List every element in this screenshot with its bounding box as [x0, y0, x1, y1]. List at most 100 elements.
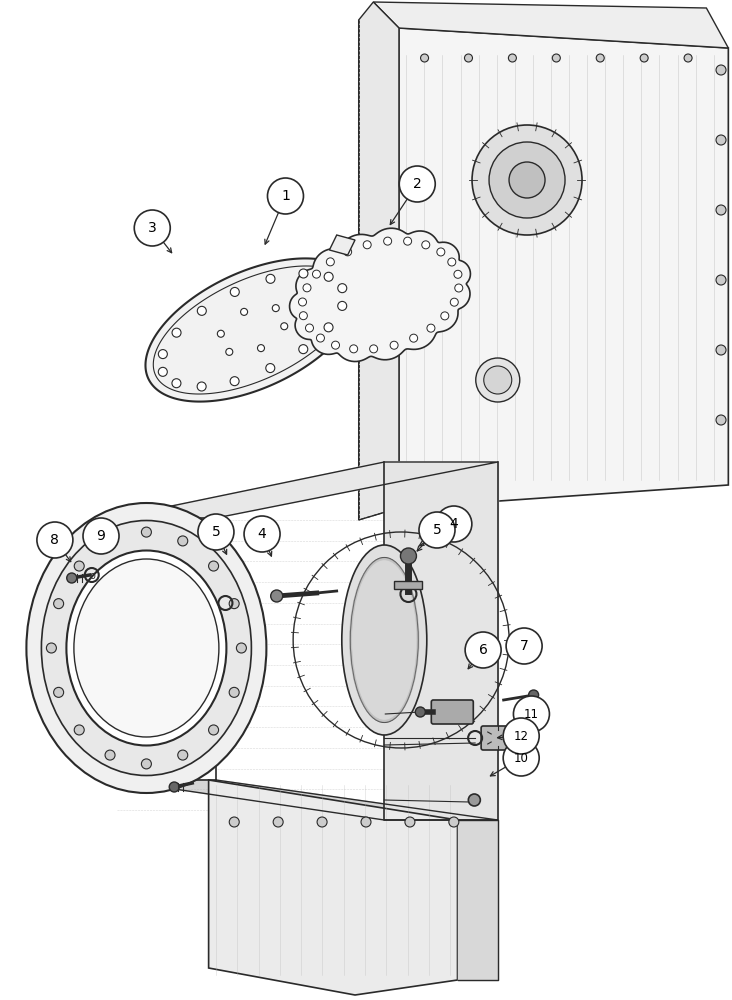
Polygon shape — [146, 258, 359, 402]
Circle shape — [465, 632, 501, 668]
Circle shape — [640, 54, 648, 62]
Circle shape — [209, 561, 219, 571]
Polygon shape — [329, 235, 355, 255]
FancyBboxPatch shape — [431, 700, 474, 724]
Circle shape — [37, 522, 73, 558]
Circle shape — [405, 817, 415, 827]
Circle shape — [273, 817, 283, 827]
Circle shape — [267, 178, 304, 214]
Circle shape — [141, 759, 152, 769]
Circle shape — [427, 324, 435, 332]
Text: 2: 2 — [413, 177, 422, 191]
Circle shape — [326, 258, 335, 266]
Bar — [395, 581, 422, 589]
Text: 4: 4 — [449, 517, 458, 531]
Ellipse shape — [26, 503, 266, 793]
Circle shape — [503, 740, 539, 776]
Circle shape — [178, 750, 187, 760]
Ellipse shape — [67, 550, 226, 746]
Circle shape — [272, 305, 280, 312]
Circle shape — [217, 330, 224, 337]
Circle shape — [172, 379, 181, 388]
Circle shape — [53, 687, 64, 697]
Circle shape — [337, 284, 347, 293]
Text: 4: 4 — [258, 527, 266, 541]
Text: 5: 5 — [212, 525, 220, 539]
Circle shape — [436, 506, 472, 542]
Circle shape — [484, 366, 512, 394]
Circle shape — [363, 241, 371, 249]
Polygon shape — [399, 28, 728, 508]
Circle shape — [299, 298, 307, 306]
Text: 7: 7 — [520, 639, 529, 653]
Circle shape — [141, 527, 152, 537]
Circle shape — [370, 345, 378, 353]
Circle shape — [266, 274, 275, 283]
Circle shape — [390, 341, 398, 349]
Text: o: o — [90, 571, 96, 581]
Circle shape — [324, 272, 333, 281]
Ellipse shape — [74, 559, 219, 737]
Circle shape — [299, 312, 307, 320]
Circle shape — [476, 358, 520, 402]
Text: 12: 12 — [514, 730, 529, 742]
Circle shape — [509, 54, 516, 62]
Circle shape — [209, 725, 219, 735]
Circle shape — [197, 382, 206, 391]
Circle shape — [67, 573, 77, 583]
Circle shape — [231, 287, 239, 296]
Circle shape — [716, 205, 726, 215]
Circle shape — [400, 548, 417, 564]
Ellipse shape — [342, 545, 427, 735]
Circle shape — [158, 350, 168, 359]
Circle shape — [313, 270, 321, 278]
Circle shape — [343, 248, 351, 256]
Circle shape — [303, 284, 311, 292]
Circle shape — [236, 643, 247, 653]
Circle shape — [410, 334, 418, 342]
Text: 8: 8 — [51, 533, 59, 547]
Circle shape — [74, 561, 84, 571]
Circle shape — [178, 536, 187, 546]
Circle shape — [198, 514, 234, 550]
Circle shape — [422, 241, 430, 249]
Circle shape — [332, 341, 340, 349]
Polygon shape — [384, 462, 498, 820]
Polygon shape — [359, 2, 399, 520]
Circle shape — [450, 298, 458, 306]
Circle shape — [597, 54, 604, 62]
Circle shape — [403, 237, 411, 245]
Circle shape — [271, 590, 283, 602]
Text: 5: 5 — [433, 523, 441, 537]
Polygon shape — [373, 2, 728, 48]
FancyBboxPatch shape — [481, 726, 515, 750]
Circle shape — [503, 718, 539, 754]
Circle shape — [281, 323, 288, 330]
Circle shape — [134, 210, 171, 246]
Circle shape — [350, 345, 358, 353]
Circle shape — [244, 516, 280, 552]
Polygon shape — [113, 462, 498, 518]
Circle shape — [241, 308, 247, 315]
Circle shape — [46, 643, 56, 653]
Circle shape — [225, 348, 233, 355]
Circle shape — [229, 687, 239, 697]
Text: 10: 10 — [514, 752, 529, 764]
Text: 6: 6 — [479, 643, 488, 657]
Text: 3: 3 — [148, 221, 157, 235]
Circle shape — [158, 367, 168, 376]
Polygon shape — [290, 228, 471, 362]
Circle shape — [83, 518, 119, 554]
Ellipse shape — [351, 558, 418, 722]
Circle shape — [198, 306, 206, 315]
Circle shape — [472, 125, 582, 235]
Circle shape — [437, 248, 445, 256]
Circle shape — [361, 817, 371, 827]
Circle shape — [317, 817, 327, 827]
Circle shape — [53, 599, 64, 609]
Circle shape — [421, 54, 428, 62]
Circle shape — [684, 54, 692, 62]
Circle shape — [258, 345, 264, 352]
Circle shape — [468, 794, 480, 806]
Circle shape — [305, 324, 313, 332]
